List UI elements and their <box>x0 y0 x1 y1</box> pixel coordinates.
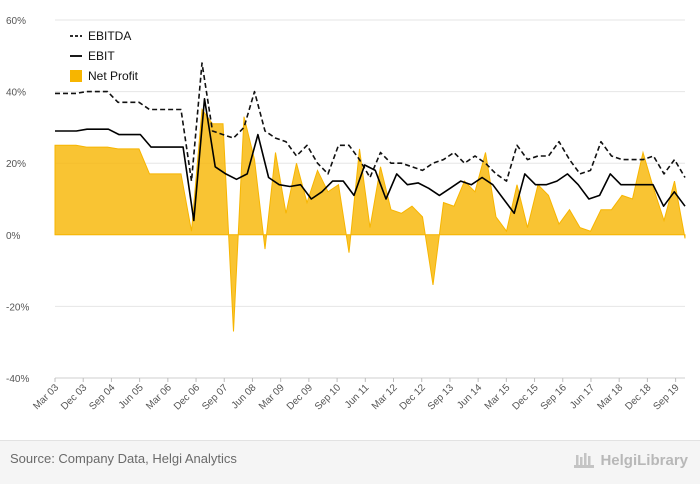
x-tick-label: Jun 14 <box>455 382 484 411</box>
y-tick-label: 0% <box>6 231 21 242</box>
legend-swatch-net-profit <box>70 70 82 82</box>
x-tick-label: Dec 18 <box>623 382 653 412</box>
x-tick-label: Mar 06 <box>144 382 174 412</box>
x-tick-label: Sep 13 <box>426 382 456 412</box>
net-profit-area <box>54 108 686 332</box>
brand-logo[interactable]: HelgiLibrary <box>572 449 688 471</box>
library-logo-icon <box>574 453 595 468</box>
y-tick-label: 20% <box>6 159 26 170</box>
x-tick-label: Mar 15 <box>483 382 513 412</box>
brand-name: HelgiLibrary <box>600 451 688 469</box>
legend-label: EBIT <box>88 49 115 63</box>
x-tick-label: Sep 10 <box>313 382 343 412</box>
x-tick-label: Jun 08 <box>230 382 259 411</box>
x-tick-label: Dec 03 <box>59 382 89 412</box>
x-tick-label: Dec 15 <box>510 382 540 412</box>
chart-area: 60% 40% 20% 0% -20% -40% Mar 03 Dec 03 Sep 04 Jun… <box>6 16 686 413</box>
x-tick-label: Mar 12 <box>370 382 400 412</box>
y-tick-label: 60% <box>6 16 26 27</box>
x-tick-label: Mar 09 <box>257 382 287 412</box>
legend-label: Net Profit <box>88 69 139 83</box>
x-tick-label: Jun 11 <box>343 382 372 411</box>
x-tick-label: Sep 04 <box>87 382 117 412</box>
footer: Source: Company Data, Helgi Analytics He… <box>0 440 700 484</box>
x-tick-label: Mar 03 <box>31 382 61 412</box>
x-tick-label: Mar 18 <box>596 382 626 412</box>
x-tick-label: Dec 12 <box>398 382 428 412</box>
x-tick-label: Dec 09 <box>285 382 315 412</box>
x-tick-label: Sep 19 <box>652 382 682 412</box>
source-note: Source: Company Data, Helgi Analytics <box>10 451 237 466</box>
ebit-line <box>55 98 686 222</box>
y-tick-label: -20% <box>6 302 29 313</box>
x-tick-label: Sep 16 <box>539 382 569 412</box>
x-tick-label: Jun 17 <box>568 382 597 411</box>
x-tick-label: Sep 07 <box>200 382 230 412</box>
legend-label: EBITDA <box>88 29 131 43</box>
x-tick-label: Jun 05 <box>117 382 146 411</box>
y-tick-label: -40% <box>6 374 29 385</box>
x-tick-label: Dec 06 <box>172 382 202 412</box>
y-tick-label: 40% <box>6 88 26 99</box>
